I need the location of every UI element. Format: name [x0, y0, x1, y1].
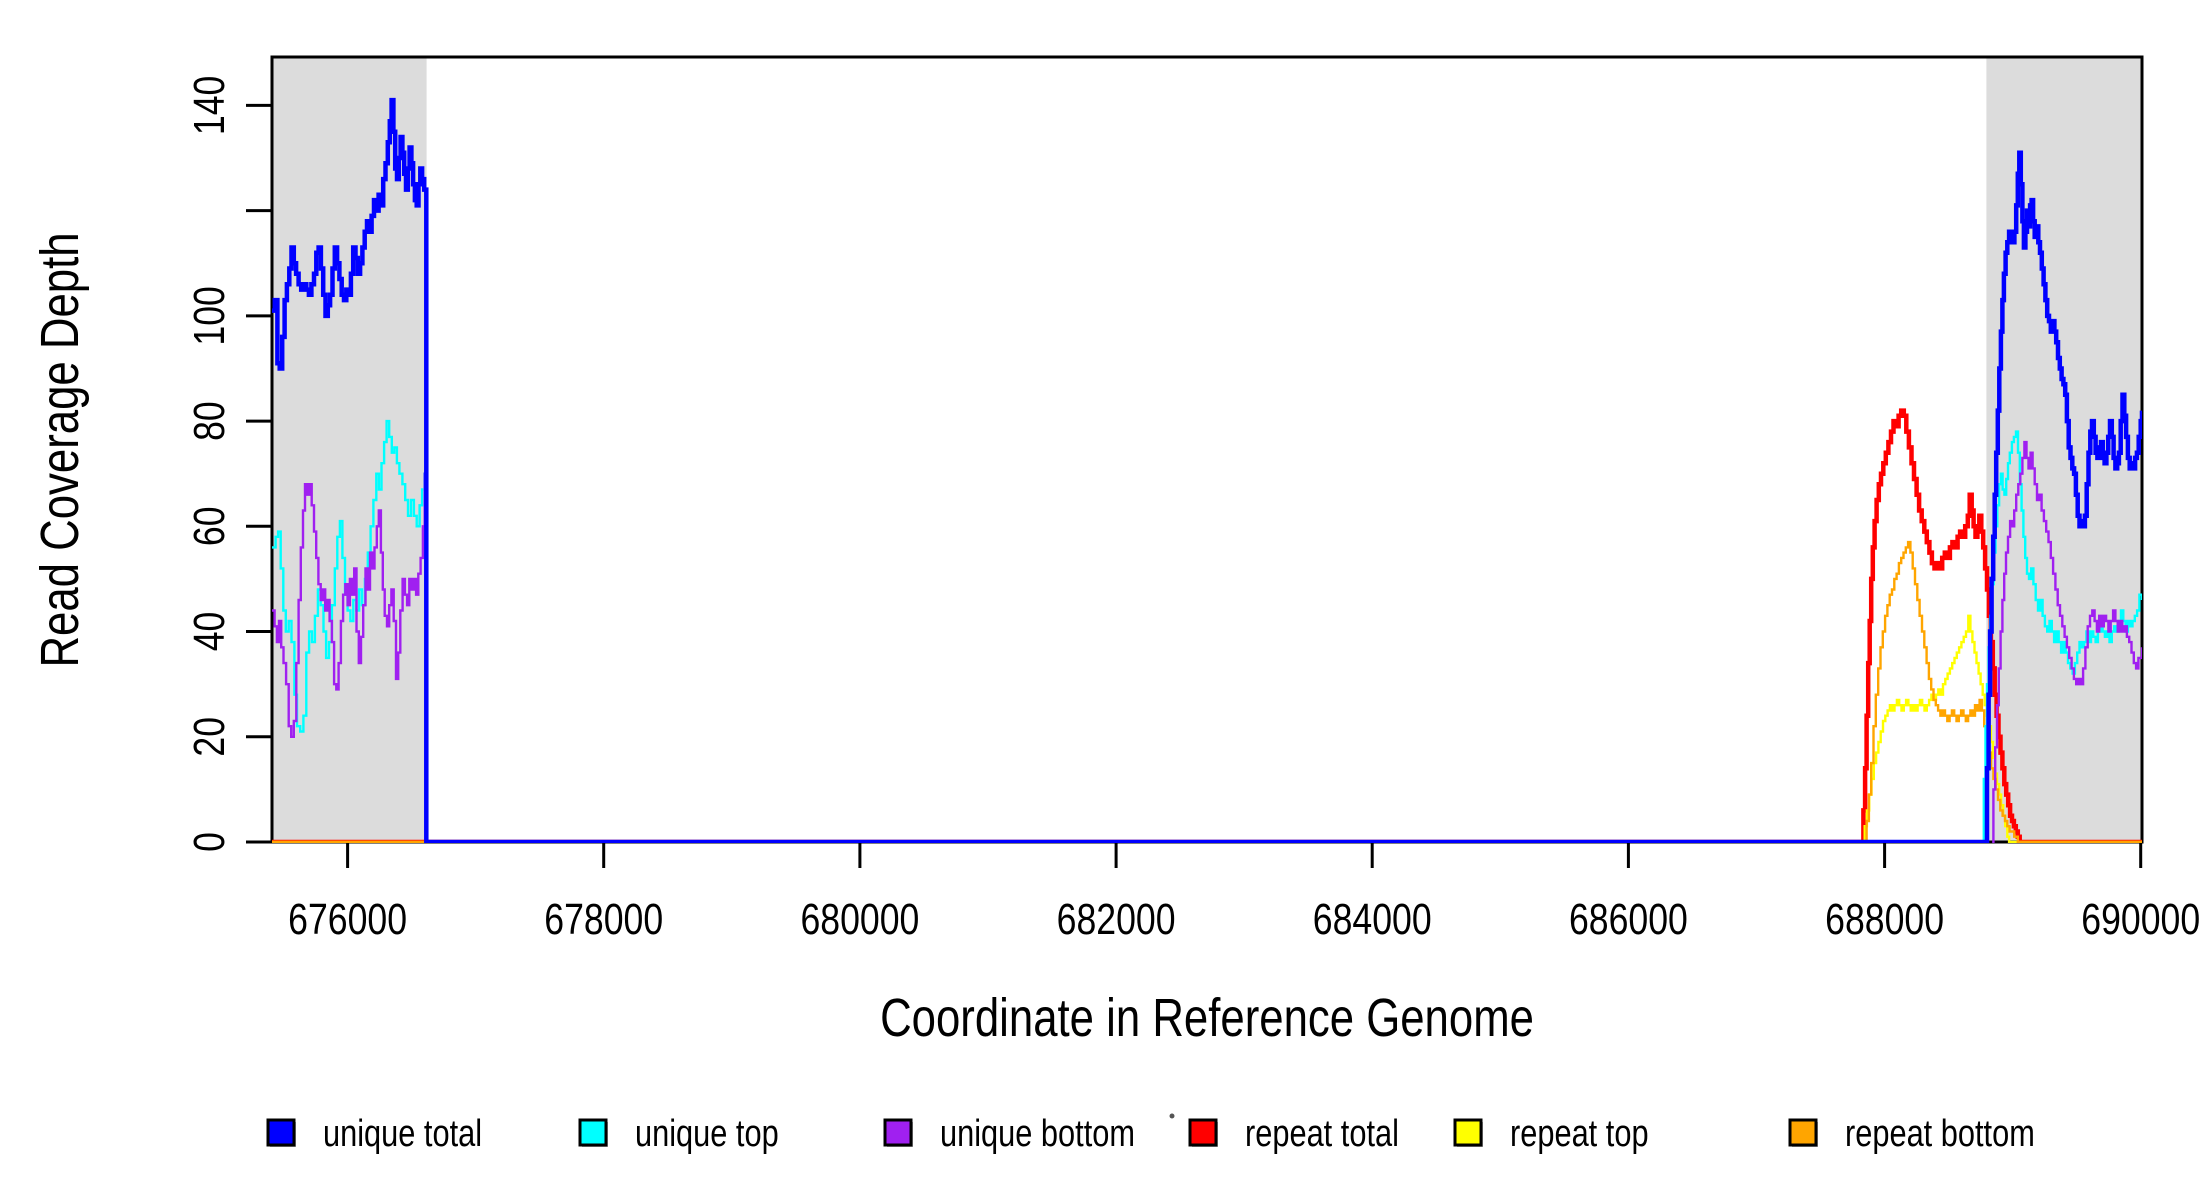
y-tick-label: 40 [186, 612, 234, 652]
x-tick-label: 684000 [1313, 896, 1432, 944]
legend: unique total unique top unique bottom repea… [266, 1113, 2035, 1155]
x-tick-label: 690000 [2081, 896, 2200, 944]
legend-label: repeat total [1245, 1113, 1399, 1155]
legend-label: repeat bottom [1845, 1113, 2035, 1155]
legend-item-repeat-total: repeat total [1188, 1113, 1399, 1155]
x-tick-label: 676000 [288, 896, 407, 944]
y-tick-label: 0 [186, 832, 234, 852]
x-tick-label: 688000 [1825, 896, 1944, 944]
y-tick-label: 20 [186, 717, 234, 757]
legend-swatch [1788, 1118, 1818, 1147]
legend-label: unique top [635, 1113, 779, 1155]
legend-label: repeat top [1510, 1113, 1649, 1155]
y-tick-label: 140 [186, 76, 234, 135]
x-tick-label: 686000 [1569, 896, 1688, 944]
y-tick-label: 60 [186, 506, 234, 546]
x-tick-label: 680000 [800, 896, 919, 944]
legend-label: unique total [323, 1113, 482, 1155]
series-line-unique-bottom [272, 440, 2142, 843]
legend-item-repeat-bottom: repeat bottom [1788, 1113, 2035, 1155]
x-tick-label: 678000 [544, 896, 663, 944]
series-line-unique-top [272, 419, 2142, 843]
artifact-dot [1169, 1113, 1175, 1119]
legend-swatch [883, 1118, 913, 1147]
annotations [1169, 1113, 1175, 1119]
y-tick-label: 100 [186, 286, 234, 345]
axes: 676000 678000 680000 682000 684000 686000 6880… [186, 55, 2200, 944]
legend-swatch [266, 1118, 296, 1147]
y-axis-title: Read Coverage Depth [31, 232, 90, 667]
legend-item-unique-total: unique total [266, 1113, 482, 1155]
legend-label: unique bottom [940, 1113, 1135, 1155]
legend-swatch [578, 1118, 608, 1147]
series-line-unique-total [272, 97, 2142, 843]
x-axis-title: Coordinate in Reference Genome [880, 989, 1534, 1048]
y-tick-label: 80 [186, 401, 234, 441]
plot-box [270, 55, 2144, 844]
legend-item-unique-top: unique top [578, 1113, 779, 1155]
legend-item-repeat-top: repeat top [1453, 1113, 1649, 1155]
legend-swatch [1188, 1118, 1218, 1147]
legend-swatch [1453, 1118, 1483, 1147]
shaded-regions [272, 57, 2142, 842]
series-line-repeat-top [272, 614, 2142, 843]
legend-item-unique-bottom: unique bottom [883, 1113, 1135, 1155]
series-lines [272, 97, 2142, 843]
x-tick-label: 682000 [1057, 896, 1176, 944]
series-line-repeat-total [272, 408, 2142, 843]
series-line-repeat-bottom [272, 540, 2142, 843]
